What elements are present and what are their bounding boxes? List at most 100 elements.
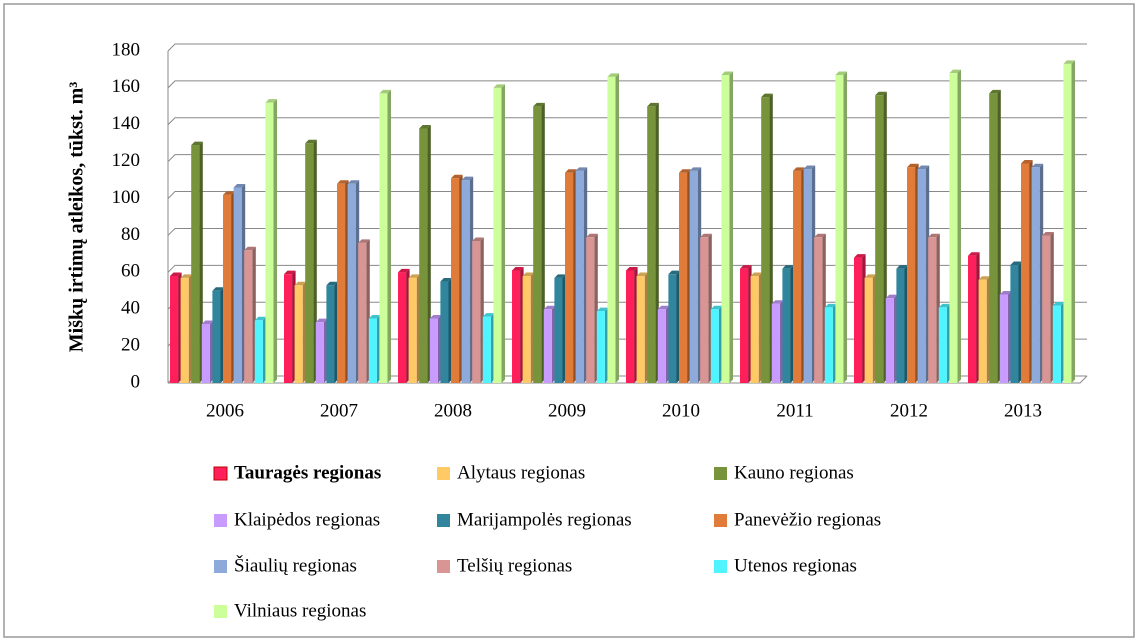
bar	[917, 169, 926, 383]
bar	[1021, 163, 1030, 383]
x-tick-label: 2010	[662, 400, 700, 421]
bar	[201, 323, 210, 383]
bar-top	[1010, 261, 1022, 265]
bar-top	[668, 270, 680, 275]
bar-top	[294, 281, 307, 286]
bar	[1052, 305, 1061, 383]
bar-top	[700, 233, 712, 238]
bar-top	[636, 272, 649, 277]
bar	[854, 257, 863, 383]
y-tick-label: 20	[121, 334, 140, 355]
legend-swatch	[214, 560, 227, 573]
bar-top	[875, 91, 887, 96]
bar-top	[968, 252, 980, 256]
bar-top	[440, 278, 452, 282]
bar-top	[771, 300, 784, 304]
bar	[575, 170, 584, 383]
bar	[305, 143, 314, 383]
bar	[761, 97, 770, 383]
bar-top	[740, 265, 752, 269]
bar-top	[938, 303, 951, 308]
bar-top	[315, 318, 328, 323]
bar	[1010, 264, 1019, 383]
bar-top	[493, 84, 505, 88]
bar	[721, 74, 730, 383]
bar-top	[782, 265, 794, 269]
bar	[793, 170, 802, 383]
bar-top	[1063, 60, 1075, 64]
legend-swatch	[714, 514, 727, 527]
bar	[347, 183, 356, 383]
bar	[710, 309, 719, 383]
bar-top	[244, 246, 256, 251]
bar-top	[864, 274, 877, 278]
y-tick-label: 160	[112, 76, 141, 97]
bar	[875, 95, 884, 384]
bar-top	[522, 272, 535, 277]
bar-top	[191, 141, 203, 146]
legend-swatch	[437, 514, 450, 527]
bar-top	[533, 102, 545, 107]
bar-top	[358, 239, 370, 243]
legend-swatch	[214, 514, 227, 527]
bar	[679, 172, 688, 383]
y-tick-label: 120	[112, 150, 141, 171]
x-tick-label: 2012	[890, 400, 928, 421]
legend-swatch	[714, 467, 727, 480]
bar	[398, 272, 407, 383]
bar	[482, 316, 491, 383]
bar	[337, 183, 346, 383]
bar-top	[482, 313, 495, 317]
legend-swatch	[214, 605, 227, 618]
x-tick-label: 2009	[548, 400, 586, 421]
bar-top	[347, 180, 360, 184]
bar-top	[461, 176, 474, 181]
bar	[928, 237, 937, 383]
bar-top	[907, 163, 919, 168]
legend-label: Utenos regionas	[734, 555, 857, 576]
bar	[326, 285, 335, 383]
bar	[180, 277, 189, 383]
bar	[626, 270, 635, 383]
bar	[885, 298, 894, 383]
bar-top	[379, 89, 391, 94]
bar-top	[233, 183, 246, 188]
grid-line	[167, 43, 1087, 52]
bar-top	[575, 167, 588, 171]
bar-top	[586, 233, 598, 238]
bar	[968, 255, 977, 383]
bar	[284, 274, 293, 383]
bar	[814, 237, 823, 383]
bar-top	[928, 233, 940, 238]
bar	[689, 170, 698, 383]
bar	[565, 172, 574, 383]
y-tick-label: 80	[121, 224, 140, 245]
bar	[782, 268, 791, 383]
bar-top	[472, 237, 484, 241]
bar	[636, 276, 645, 383]
bar-side	[1071, 60, 1075, 384]
bar	[835, 74, 844, 383]
bar	[750, 276, 759, 383]
bar-side	[957, 69, 961, 383]
bar-top	[978, 276, 991, 280]
bar-top	[999, 290, 1012, 295]
bar-top	[408, 274, 421, 278]
bar	[368, 318, 377, 383]
bar	[647, 106, 656, 383]
bar-top	[710, 305, 723, 310]
bar	[771, 303, 780, 383]
bar-top	[824, 303, 837, 308]
legend-label: Klaipėdos regionas	[234, 509, 380, 530]
bar	[472, 240, 481, 383]
bar	[294, 285, 303, 383]
x-tick-label: 2011	[776, 400, 813, 421]
bar	[554, 277, 563, 383]
bar	[408, 277, 417, 383]
legend-label: Šiaulių regionas	[234, 554, 357, 576]
bar	[315, 322, 324, 383]
y-axis-label: Miškų irtimų atleikos, tūkst. m³	[66, 82, 88, 352]
grid-line	[167, 264, 1087, 273]
bar	[1042, 235, 1051, 383]
